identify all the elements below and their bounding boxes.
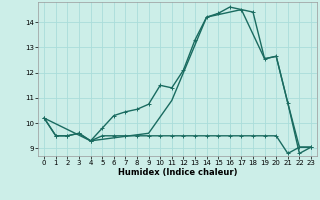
X-axis label: Humidex (Indice chaleur): Humidex (Indice chaleur) xyxy=(118,168,237,177)
